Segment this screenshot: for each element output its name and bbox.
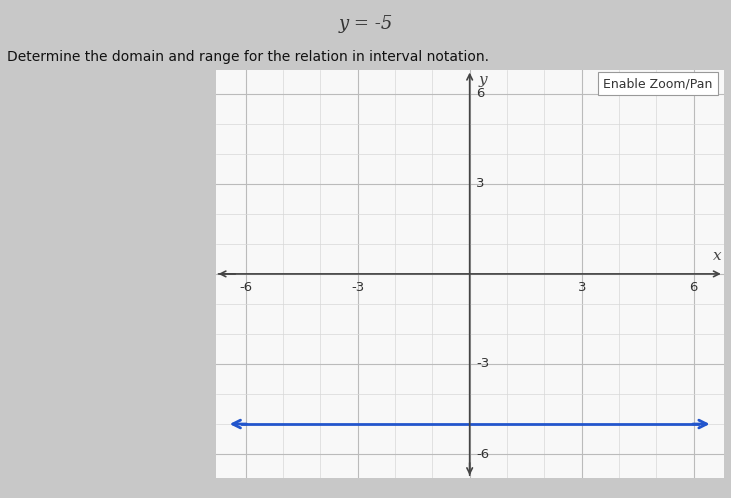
Text: -6: -6 <box>239 281 252 294</box>
Text: 6: 6 <box>689 281 698 294</box>
Text: y: y <box>479 73 488 87</box>
Text: y = -5: y = -5 <box>338 15 393 33</box>
Text: 3: 3 <box>477 177 485 190</box>
Text: -3: -3 <box>351 281 364 294</box>
Text: Determine the domain and range for the relation in interval notation.: Determine the domain and range for the r… <box>7 50 489 64</box>
Text: 3: 3 <box>577 281 586 294</box>
Text: -3: -3 <box>477 358 490 371</box>
Text: x: x <box>713 249 721 263</box>
Text: -6: -6 <box>477 448 490 461</box>
Text: 6: 6 <box>477 87 485 100</box>
Text: Enable Zoom/Pan: Enable Zoom/Pan <box>603 77 713 90</box>
